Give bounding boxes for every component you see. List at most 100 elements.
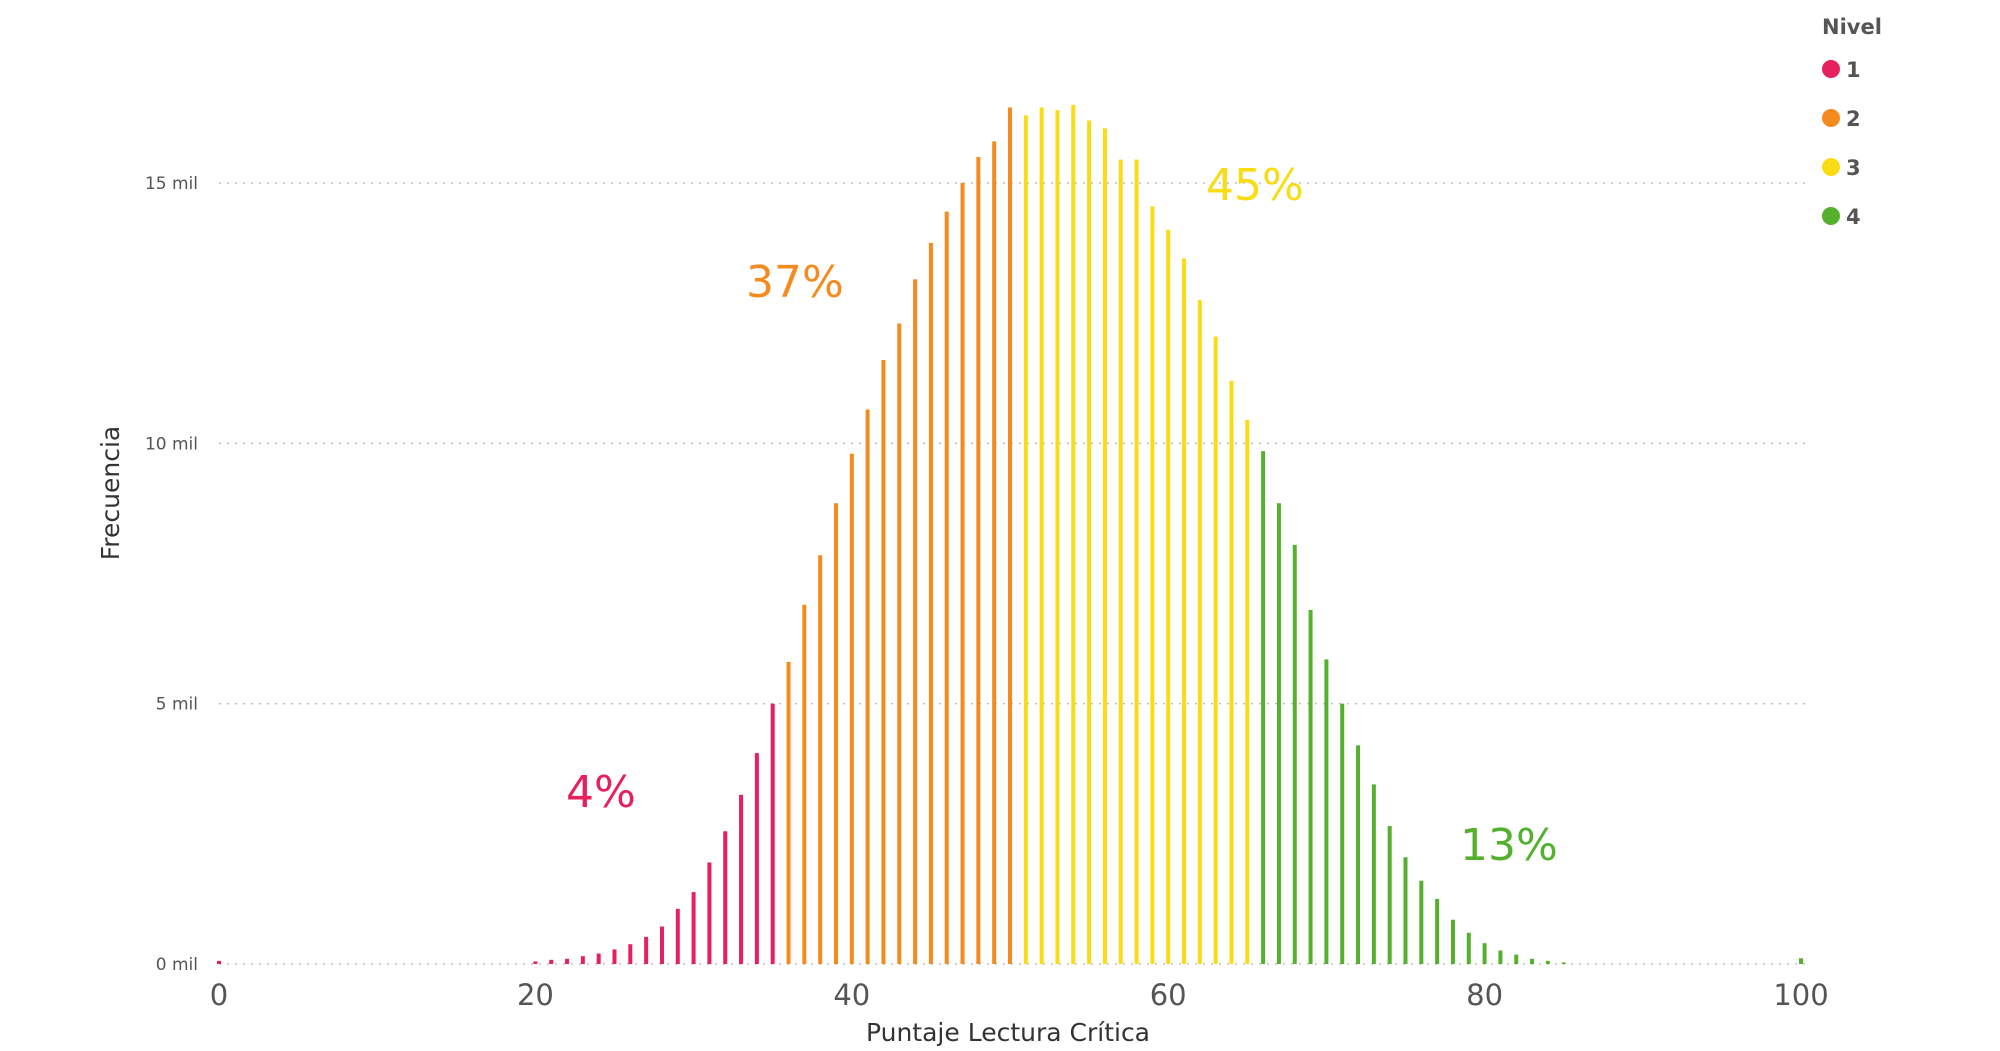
x-tick-label: 20: [517, 978, 554, 1012]
bar: [1498, 950, 1503, 964]
bar: [1466, 932, 1471, 964]
percentage-annotations: 4% 37% 45% 13%: [566, 160, 1558, 871]
legend-title: Nivel: [1822, 15, 1882, 39]
bar: [1245, 419, 1250, 964]
bar: [913, 279, 918, 964]
legend-marker-icon: [1822, 158, 1840, 176]
bar: [1561, 962, 1566, 964]
bar: [833, 503, 838, 964]
bar: [1008, 107, 1012, 964]
y-tick-label: 15 mil: [145, 174, 198, 194]
bars: [217, 104, 1803, 965]
bar: [1071, 104, 1076, 964]
x-tick-label: 60: [1150, 978, 1187, 1012]
bar: [659, 926, 664, 964]
legend-marker-icon: [1822, 109, 1840, 127]
legend-label: 4: [1846, 205, 1861, 229]
bar: [1150, 206, 1155, 964]
percentage-annotation: 4%: [566, 767, 636, 818]
bar: [1039, 107, 1044, 964]
bar: [217, 960, 221, 964]
x-tick-label: 80: [1466, 978, 1503, 1012]
legend-label: 3: [1846, 156, 1861, 180]
bar: [675, 908, 680, 964]
bar: [1387, 826, 1392, 964]
bar: [596, 953, 601, 964]
legend-marker-icon: [1822, 60, 1840, 78]
gridlines: [219, 182, 1808, 965]
bar: [976, 156, 981, 964]
bar: [533, 961, 538, 964]
bar: [897, 323, 902, 965]
bar: [739, 794, 744, 964]
bar: [723, 831, 728, 964]
bar: [944, 211, 949, 965]
bar: [549, 959, 554, 964]
bar: [1482, 943, 1487, 964]
bar: [1134, 159, 1139, 964]
bar: [644, 936, 649, 964]
bar: [865, 409, 870, 964]
legend-marker-icon: [1822, 207, 1840, 225]
bar: [802, 604, 807, 964]
bar: [1229, 380, 1234, 964]
bar: [1182, 258, 1187, 964]
bar: [960, 183, 965, 964]
bar: [818, 555, 823, 964]
x-tick-label: 40: [833, 978, 870, 1012]
bar: [1118, 159, 1123, 964]
bar: [1514, 954, 1519, 964]
bar: [1213, 336, 1218, 964]
bar: [1371, 784, 1376, 964]
bar: [1419, 880, 1424, 964]
bar: [770, 703, 775, 964]
y-axis-ticks: 0 mil 5 mil 10 mil 15 mil: [145, 174, 198, 975]
bar: [612, 949, 617, 964]
bar: [1308, 609, 1313, 964]
bar: [1276, 503, 1281, 964]
bar: [881, 360, 886, 964]
bar: [1530, 958, 1535, 964]
legend: Nivel 1 2 3 4: [1822, 15, 1882, 229]
bar: [1799, 958, 1803, 964]
bar: [1435, 898, 1440, 964]
x-tick-label: 0: [210, 978, 228, 1012]
bar: [754, 753, 759, 964]
y-tick-label: 5 mil: [156, 695, 198, 715]
bar: [1324, 659, 1329, 964]
bar: [1545, 960, 1550, 964]
percentage-annotation: 45%: [1206, 160, 1304, 211]
bar: [707, 862, 712, 964]
bar: [786, 662, 791, 964]
bar: [1356, 745, 1361, 964]
percentage-annotation: 13%: [1460, 820, 1558, 871]
bar: [1055, 110, 1060, 964]
bar: [1023, 115, 1028, 964]
bar: [565, 958, 570, 964]
bar: [691, 892, 696, 964]
bar: [1261, 451, 1266, 965]
x-tick-label: 100: [1773, 978, 1828, 1012]
bar: [1292, 544, 1297, 964]
percentage-annotation: 37%: [746, 257, 844, 308]
bar: [1087, 120, 1092, 964]
y-tick-label: 10 mil: [145, 434, 198, 454]
bar: [992, 141, 997, 964]
x-axis-title: Puntaje Lectura Crítica: [866, 1018, 1150, 1047]
y-tick-label: 0 mil: [156, 955, 198, 975]
legend-label: 2: [1846, 107, 1861, 131]
bar: [1166, 229, 1171, 965]
bar: [1197, 300, 1202, 964]
legend-label: 1: [1846, 58, 1861, 82]
x-axis-ticks: 0 20 40 60 80 100: [210, 978, 1829, 1012]
bar: [1102, 128, 1107, 964]
bar: [580, 956, 585, 964]
bar: [928, 242, 933, 965]
bar: [1340, 703, 1345, 964]
bar: [1403, 857, 1408, 964]
bar: [849, 453, 854, 964]
bar: [1450, 919, 1455, 964]
y-axis-title: Frecuencia: [96, 426, 125, 561]
